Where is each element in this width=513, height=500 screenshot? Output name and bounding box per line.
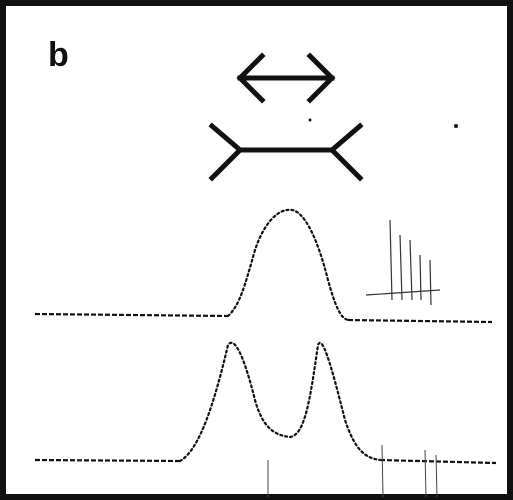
- upper-trace: [34, 208, 493, 324]
- panel-label: b: [48, 36, 69, 74]
- speck: [308, 118, 312, 122]
- lower-trace: [34, 341, 497, 498]
- noise: [267, 444, 438, 498]
- double-arrow: [236, 52, 336, 104]
- noise: [365, 219, 441, 306]
- speck: [454, 124, 458, 128]
- muller-lyer-figure: [208, 122, 364, 182]
